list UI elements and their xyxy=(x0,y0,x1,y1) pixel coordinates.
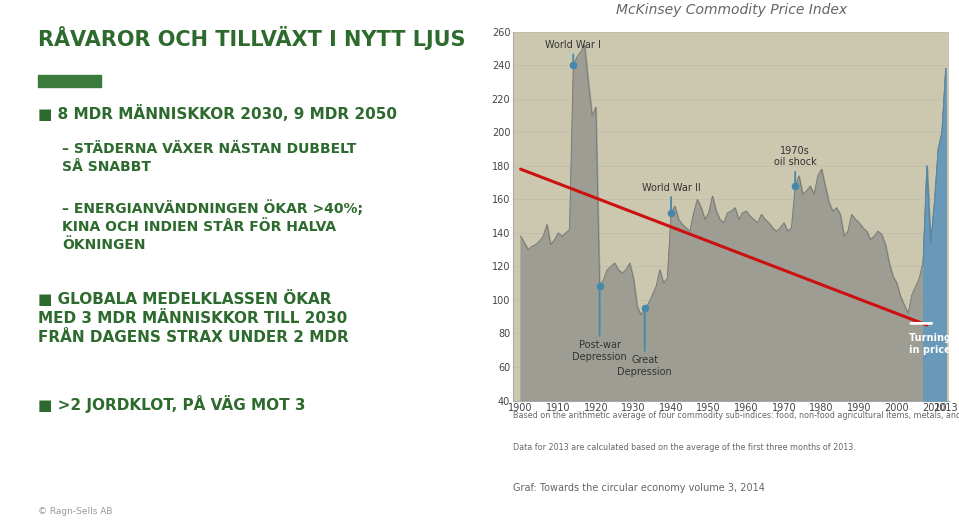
Text: Great
Depression: Great Depression xyxy=(618,355,672,377)
Text: McKinsey Commodity Price Index: McKinsey Commodity Price Index xyxy=(616,3,847,17)
Text: Based on the arithmetic average of four commodity sub-indices: food, non-food ag: Based on the arithmetic average of four … xyxy=(513,411,959,420)
Text: ■ GLOBALA MEDELKLASSEN ÖKAR
MED 3 MDR MÄNNISKKOR TILL 2030
FRÅN DAGENS STRAX UND: ■ GLOBALA MEDELKLASSEN ÖKAR MED 3 MDR MÄ… xyxy=(38,290,349,345)
Text: RÅVAROR OCH TILLVÄXT I NYTT LJUS: RÅVAROR OCH TILLVÄXT I NYTT LJUS xyxy=(38,26,466,51)
Text: World War I: World War I xyxy=(546,40,601,50)
Bar xyxy=(38,75,101,87)
Text: 1970s
oil shock: 1970s oil shock xyxy=(774,146,816,168)
Text: Turning point
in price trend: Turning point in price trend xyxy=(909,334,959,355)
Text: ■ >2 JORDKLOT, PÅ VÄG MOT 3: ■ >2 JORDKLOT, PÅ VÄG MOT 3 xyxy=(38,395,306,413)
Text: Post-war
Depression: Post-war Depression xyxy=(573,340,627,362)
Text: World War II: World War II xyxy=(642,182,700,192)
Text: – STÄDERNA VÄXER NÄSTAN DUBBELT
SÅ SNABBT: – STÄDERNA VÄXER NÄSTAN DUBBELT SÅ SNABB… xyxy=(62,142,357,174)
Text: © Ragn-Sells AB: © Ragn-Sells AB xyxy=(38,508,113,516)
Text: – ENERGIANVÄNDNINGEN ÖKAR >40%;
KINA OCH INDIEN STÅR FÖR HALVA
ÖKNINGEN: – ENERGIANVÄNDNINGEN ÖKAR >40%; KINA OCH… xyxy=(62,200,363,252)
Text: Data for 2013 are calculated based on the average of the first three months of 2: Data for 2013 are calculated based on th… xyxy=(513,443,855,452)
Text: Graf: Towards the circular economy volume 3, 2014: Graf: Towards the circular economy volum… xyxy=(513,483,765,493)
Text: ■ 8 MDR MÄNNISKKOR 2030, 9 MDR 2050: ■ 8 MDR MÄNNISKKOR 2030, 9 MDR 2050 xyxy=(38,105,397,122)
